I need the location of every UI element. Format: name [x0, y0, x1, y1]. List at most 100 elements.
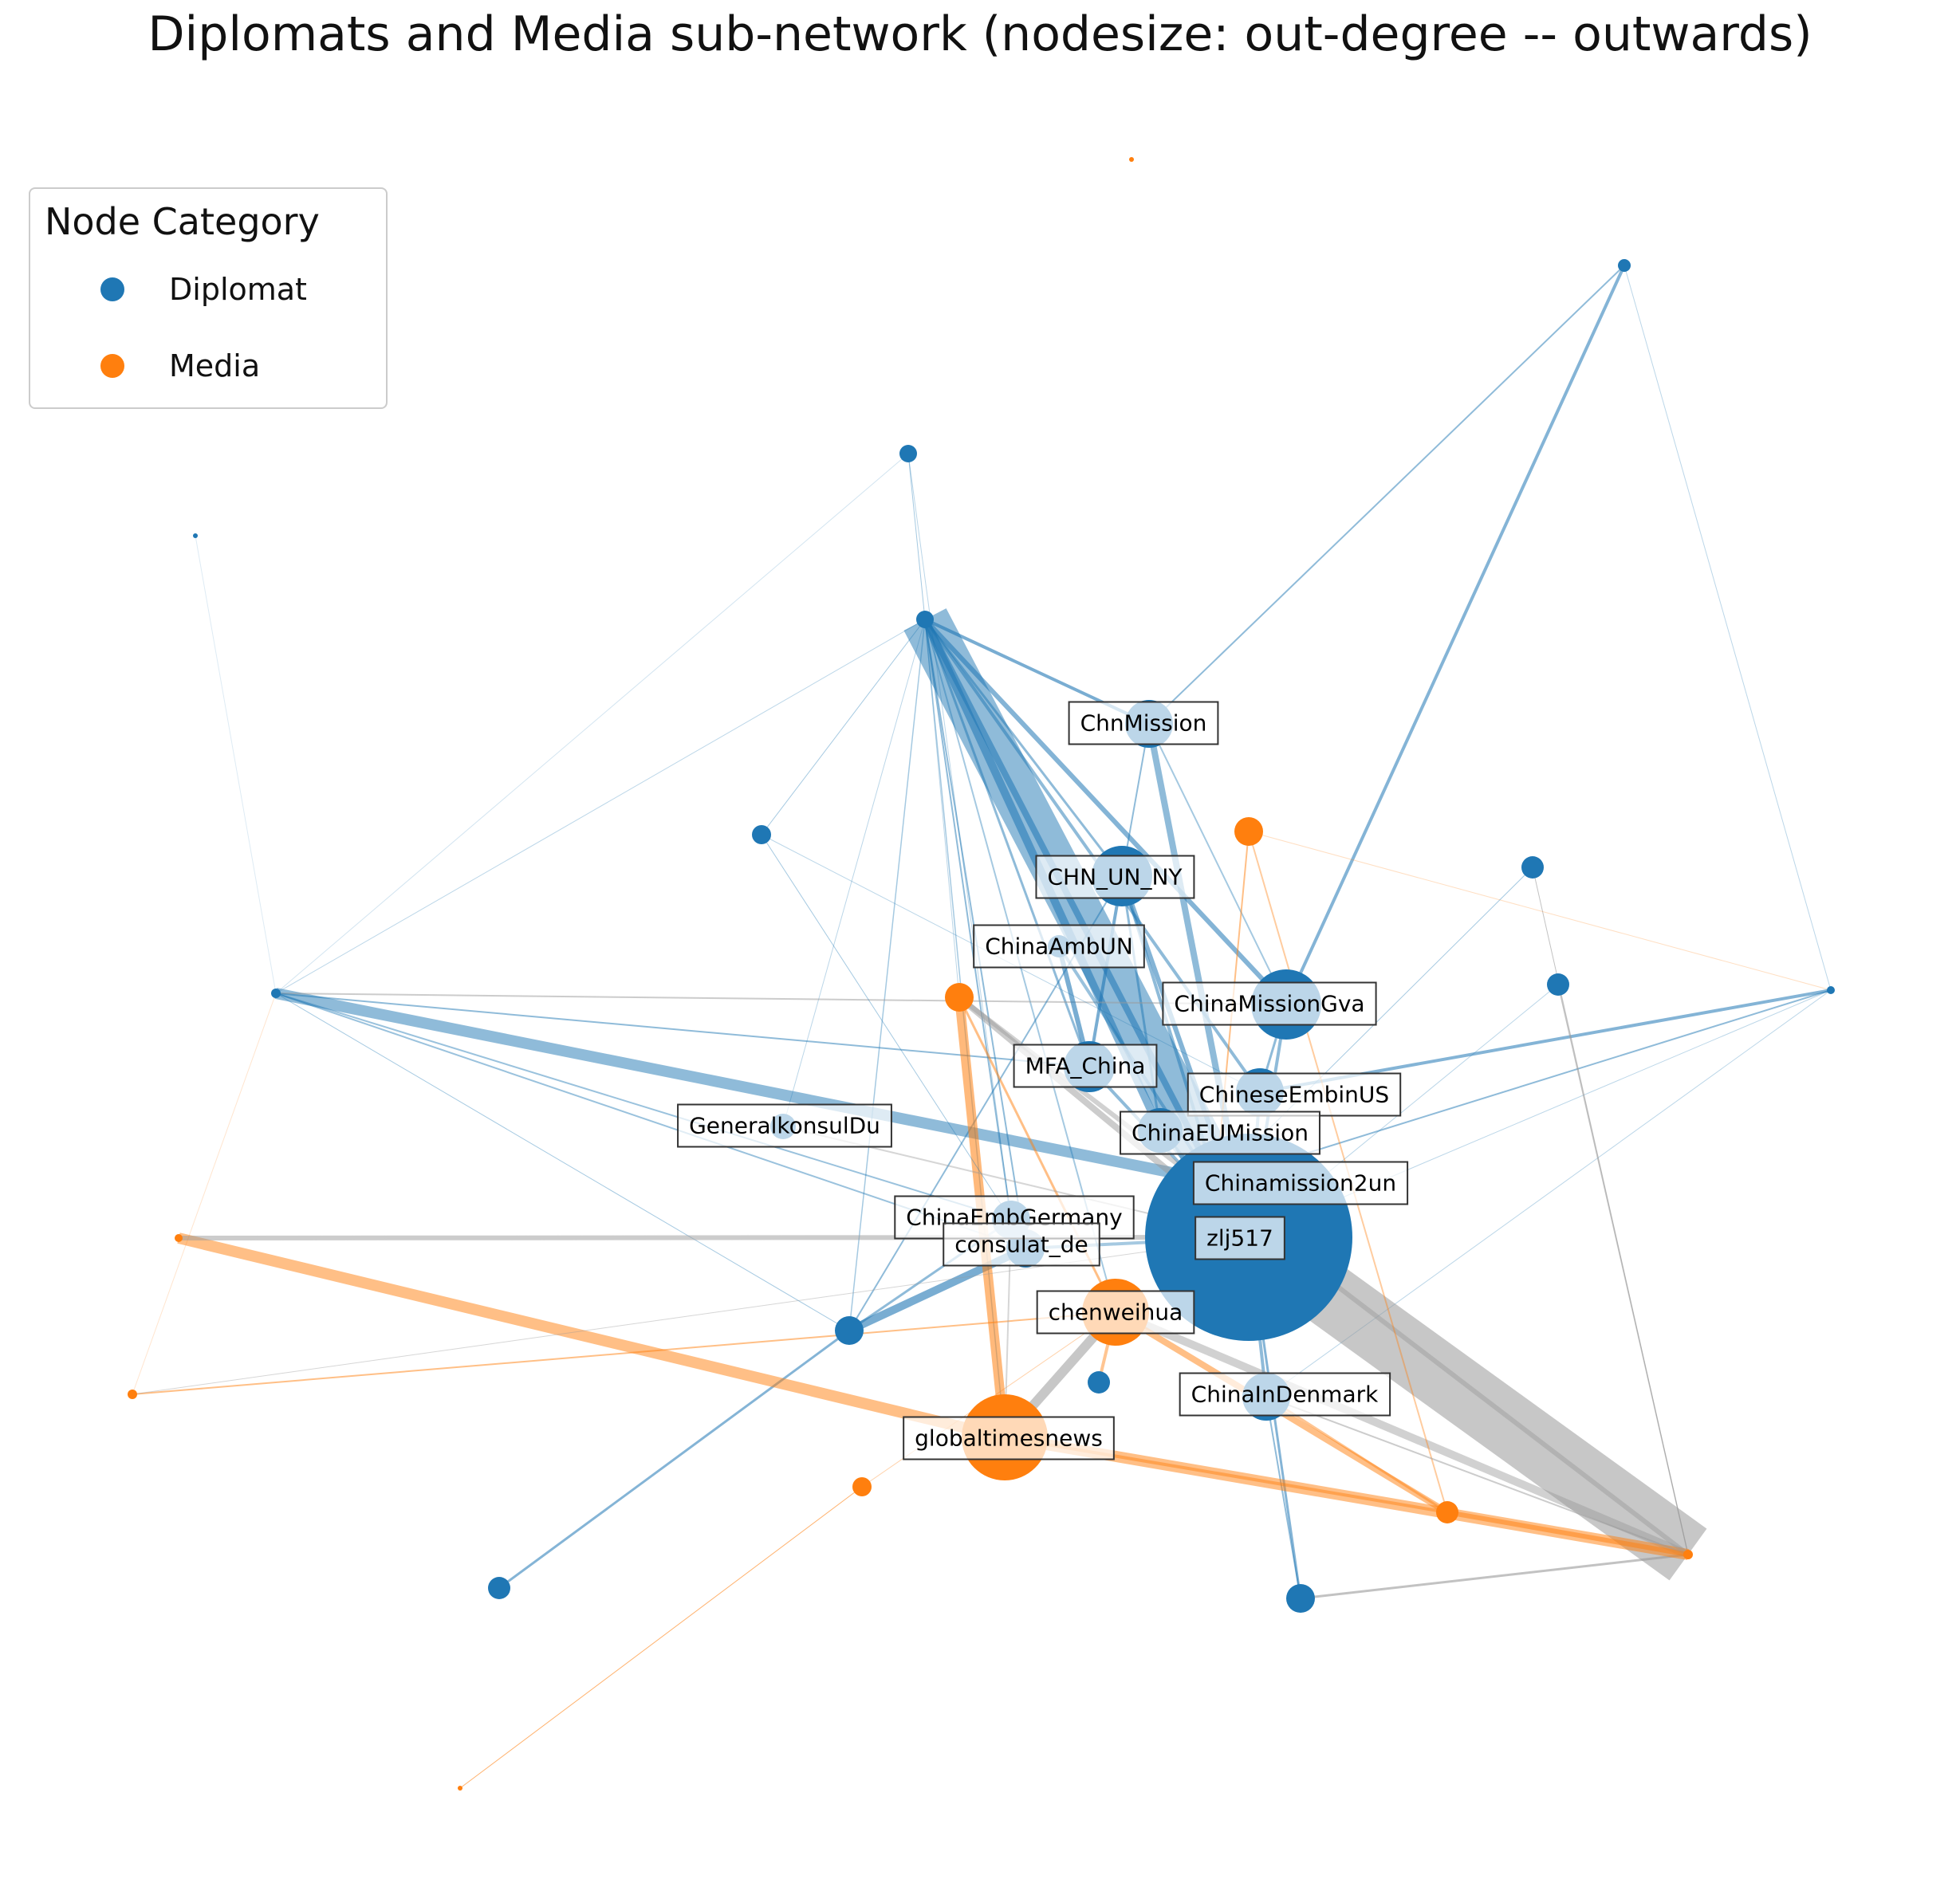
edge-n_left_hub-mfa_china	[275, 993, 1090, 1067]
label-box	[943, 1222, 1100, 1267]
label-chn-un-ny: CHN_UN_NY	[1035, 855, 1195, 899]
edge-n_left_hub-chinaembgermany	[275, 993, 1012, 1221]
label-box	[1068, 701, 1219, 745]
diplomat-marker-icon	[100, 277, 124, 301]
label-chnmission: ChnMission	[1068, 701, 1219, 745]
edge-n_upper_left-n_hub_top	[907, 453, 926, 620]
edge-n_media_small-n_bottom_media	[459, 1486, 863, 1789]
edge-n_upper_left-chinaembgermany	[907, 453, 1012, 1221]
node-n-left-hub	[271, 989, 281, 998]
legend-label-diplomat: Diplomat	[169, 272, 307, 307]
legend: Node Category Diplomat Media	[29, 187, 388, 409]
edge-n_hub_top-mfa_china	[923, 619, 1091, 1067]
label-text: ChinaEUMission	[1132, 1120, 1309, 1146]
label-text: globaltimesnews	[915, 1425, 1103, 1452]
edge-n_hub_top-chinamissiongva	[923, 617, 1289, 1007]
node-n-far-right-bottom	[1683, 1550, 1693, 1559]
node-n-far-right-top	[1618, 259, 1631, 272]
node-n-left-mid	[752, 825, 771, 844]
edge-n_left_hub-chinamissiongva	[275, 993, 1287, 1005]
label-chinamissiongva: ChinaMissionGva	[1162, 981, 1377, 1026]
edge-n_far_right_mid-n_media_top	[1248, 831, 1832, 991]
edge-n_hub_top-chinamission2un	[922, 618, 1219, 1183]
edge-n_far_left_media-n_left_hub	[132, 993, 277, 1395]
node-n-top-media	[1129, 157, 1134, 162]
label-text: GeneralkonsulDu	[689, 1113, 880, 1139]
label-chineseembinus: ChineseEmbinUS	[1187, 1072, 1402, 1117]
node-n-far-right-mid	[1827, 986, 1835, 994]
label-mfa-china: MFA_China	[1013, 1044, 1158, 1088]
edge-n_media_right-n_far_right_bottom	[1446, 1510, 1689, 1557]
edge-n_hub_top-n_left_mid	[761, 619, 926, 835]
label-text: ChineseEmbinUS	[1199, 1082, 1389, 1108]
node-n-right-a	[1521, 856, 1544, 879]
node-n-mid-left	[835, 1316, 864, 1345]
label-chenweihua: chenweihua	[1036, 1290, 1195, 1335]
label-box	[1013, 1044, 1158, 1088]
edge-n_hub_top-n_media_b	[924, 619, 960, 998]
label-box	[903, 1416, 1115, 1460]
label-text: ChinaMissionGva	[1174, 991, 1364, 1017]
node-n-bottom-left	[488, 1577, 510, 1599]
node-n-bottom-right	[1286, 1584, 1315, 1613]
label-box	[1120, 1111, 1320, 1155]
label-zlj517: zlj517	[1194, 1216, 1285, 1260]
label-text: zlj517	[1206, 1225, 1273, 1252]
label-text: ChinaInDenmark	[1191, 1382, 1379, 1408]
edge-n_right_b-n_far_right_bottom	[1557, 984, 1689, 1555]
edge-chn_un_ny-mfa_china	[1088, 875, 1124, 1067]
node-n-left-media	[175, 1234, 183, 1242]
edge-chinaindenmark-n_far_right_bottom	[1265, 1396, 1689, 1555]
label-chinaindenmark: ChinaInDenmark	[1179, 1372, 1391, 1417]
edge-n_hub_top-n_mid_left	[848, 619, 926, 1331]
label-chinaeumission: ChinaEUMission	[1120, 1111, 1320, 1155]
legend-label-media: Media	[169, 348, 261, 383]
legend-item-media: Media	[100, 342, 260, 390]
label-box	[1179, 1372, 1391, 1417]
edge-n_left_hub-n_mid_left	[275, 993, 850, 1331]
label-box	[677, 1103, 892, 1148]
edges-layer	[132, 265, 1832, 1789]
label-consulat-de: consulat_de	[943, 1222, 1100, 1267]
edge-n_far_right_top-chnmission	[1148, 265, 1625, 725]
node-n-mid-small	[1088, 1371, 1110, 1394]
labels-layer: ChnMission CHN_UN_NY ChinaAmbUN ChinaMissio…	[677, 701, 1409, 1460]
edge-n_hub_top-n_left_hub	[275, 619, 926, 994]
label-box	[1187, 1072, 1402, 1117]
edge-n_left_hub-chinamission2un	[274, 988, 1218, 1187]
edge-n_left_hub-n_upper_left	[275, 453, 909, 994]
legend-title: Node Category	[45, 200, 320, 243]
node-n-upper-left	[899, 445, 917, 462]
label-box	[1036, 1290, 1195, 1335]
edge-n_hub_top-chn_un_ny	[923, 619, 1124, 877]
label-chinaambun: ChinaAmbUN	[973, 924, 1145, 969]
edge-chnmission-chinamissiongva	[1148, 723, 1287, 1005]
edge-chenweihua-n_far_right_bottom	[1114, 1308, 1690, 1559]
edge-n_far_left-n_left_hub	[195, 535, 277, 994]
label-box	[1035, 855, 1195, 899]
label-text: CHN_UN_NY	[1047, 864, 1183, 890]
node-n-hub-top	[916, 611, 934, 628]
node-n-far-left-media	[128, 1390, 137, 1399]
node-n-right-b	[1547, 973, 1569, 996]
edge-n_far_right_top-n_far_right_mid	[1623, 265, 1832, 991]
label-text: Chinamission2un	[1205, 1170, 1396, 1197]
edge-n_far_right_top-chinamissiongva	[1285, 265, 1626, 1005]
edge-n_left_mid-chinaembgermany	[761, 834, 1012, 1221]
node-n-media-right	[1436, 1501, 1458, 1523]
label-generalkonsuldu: GeneralkonsulDu	[677, 1103, 892, 1148]
node-n-bottom-media	[458, 1786, 462, 1791]
label-box	[1194, 1216, 1285, 1260]
edge-n_bottom_right-n_far_right_bottom	[1300, 1553, 1689, 1600]
label-box	[973, 924, 1145, 969]
label-text: MFA_China	[1025, 1053, 1146, 1079]
legend-item-diplomat: Diplomat	[100, 265, 307, 313]
edge-n_hub_top-chinaembgermany	[924, 619, 1012, 1221]
node-n-media-small	[852, 1477, 872, 1496]
label-text: consulat_de	[954, 1232, 1088, 1258]
label-text: ChnMission	[1080, 710, 1207, 737]
edge-n_bottom_left-n_mid_left	[498, 1329, 850, 1590]
label-text: chenweihua	[1049, 1299, 1183, 1326]
edge-n_bottom_right-chinaindenmark	[1265, 1396, 1301, 1599]
